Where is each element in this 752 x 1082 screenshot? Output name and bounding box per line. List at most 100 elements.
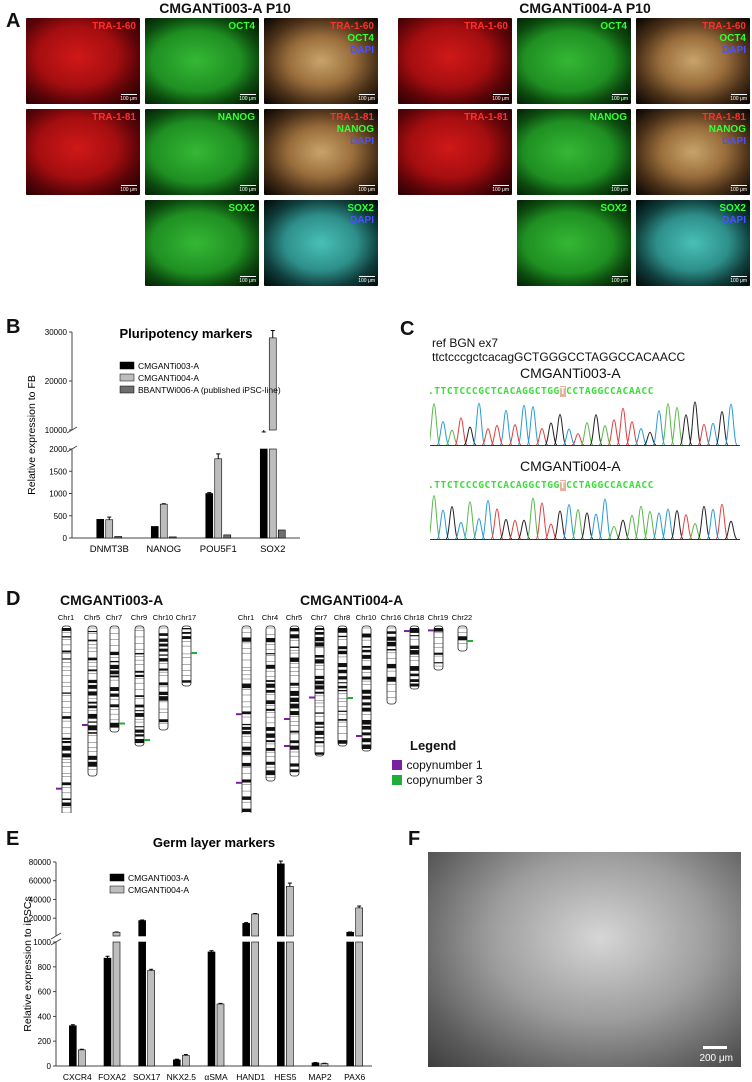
trace-peak	[445, 506, 459, 540]
chromosome-band	[88, 721, 97, 723]
chromosome-band	[434, 628, 443, 632]
chromosome-band	[159, 648, 168, 652]
scalebar: 100 μm	[730, 278, 747, 284]
trace-peak	[463, 501, 477, 540]
legend-swatch	[119, 385, 135, 394]
trace-peak	[490, 424, 504, 446]
micrograph-tile: TRA-1-81 NANOG DAPI 100 μm	[636, 109, 750, 195]
legend-label: CMGANTi003-A	[128, 873, 189, 883]
chromosome-band	[290, 634, 299, 639]
bar	[150, 526, 159, 539]
bar	[168, 536, 177, 539]
chromosome	[87, 625, 98, 777]
sample2-label: CMGANTi004-A	[520, 458, 621, 474]
trace-peak	[661, 508, 675, 540]
bar	[216, 1003, 225, 1067]
chromatogram-1	[430, 401, 740, 446]
chromosome	[337, 625, 348, 747]
chromosome-label: Chr10	[356, 613, 376, 622]
chromosome-band	[290, 745, 299, 750]
trace-peak	[607, 419, 621, 446]
trace-peak	[688, 523, 702, 540]
chromosome-band	[266, 653, 275, 655]
chromosome-band	[315, 659, 324, 664]
chromosome	[109, 625, 120, 733]
trace-peak	[472, 402, 486, 446]
y-tick-label: 0	[47, 1062, 52, 1071]
sequence-suffix: CCTAGGCCACAACC	[566, 480, 654, 491]
trace-peak	[724, 520, 738, 540]
trace-peak	[508, 519, 522, 540]
micrograph-tile: TRA-1-60 100 μm	[26, 18, 140, 104]
panel-f-label: F	[408, 828, 421, 850]
chromosome-band	[135, 739, 144, 744]
trace-peak	[571, 509, 585, 540]
y-tick-label: 80000	[29, 858, 52, 867]
chromosome-band	[290, 646, 299, 648]
trace-peak	[535, 428, 549, 446]
chromosome-band	[290, 730, 299, 733]
chromosome-band	[362, 738, 371, 743]
micrograph-tile: TRA-1-81 100 μm	[398, 109, 512, 195]
chromosome-outline	[181, 625, 192, 687]
micrograph-tile: SOX2 100 μm	[517, 200, 631, 286]
category-label: NKX2.5	[167, 1072, 197, 1082]
trace-peak	[643, 431, 657, 446]
chromosome	[181, 625, 192, 687]
chromosome-band	[88, 761, 97, 767]
scalebar: 100 μm	[358, 187, 375, 193]
category-label: PAX6	[344, 1072, 365, 1082]
legend-item-cn3: copynumber 3	[392, 771, 483, 789]
trace-peak	[697, 424, 711, 446]
stain-label: DAPI	[722, 215, 746, 226]
chromosome-band	[242, 808, 251, 813]
chromatogram-2	[430, 495, 740, 540]
chromosome-band	[159, 682, 168, 686]
chromosome-band	[62, 650, 71, 653]
panel-e-label: E	[6, 828, 20, 850]
chromosome-band	[315, 655, 324, 658]
micrograph-tile: SOX2 DAPI 100 μm	[636, 200, 750, 286]
chromosome-band	[62, 798, 71, 801]
trace-peak	[652, 410, 666, 446]
chromosome-label: Chr22	[452, 613, 472, 622]
chromosome-band	[242, 726, 251, 730]
stain-label: SOX2	[228, 203, 255, 214]
scalebar: 100 μm	[120, 96, 137, 102]
scalebar: 100 μm	[611, 187, 628, 193]
chromosome-band	[338, 685, 347, 689]
chromosome-label: Chr18	[404, 613, 424, 622]
stain-label: TRA-1-60	[464, 21, 508, 32]
chromosome-band	[290, 697, 299, 703]
chromosome-band	[135, 652, 144, 655]
trace-peak	[499, 409, 513, 446]
panel-a-right-title: CMGANTi004-A P10	[519, 0, 651, 16]
category-label: POU5F1	[200, 544, 237, 555]
micrograph-tile: OCT4 100 μm	[517, 18, 631, 104]
chromosome-band	[110, 675, 119, 678]
chromosome-label: Chr16	[381, 613, 401, 622]
chromosome-band	[62, 753, 71, 758]
chromosome-band	[315, 721, 324, 725]
chromosome-band	[458, 636, 467, 641]
trace-peak	[517, 519, 531, 540]
chromosome-band	[387, 636, 396, 641]
chromosome-band	[88, 639, 97, 642]
chromosome-band	[135, 726, 144, 728]
stain-label: SOX2	[600, 203, 627, 214]
micrograph-tile: TRA-1-81 NANOG DAPI 100 μm	[264, 109, 378, 195]
bar-upper	[138, 920, 146, 937]
chromosome-band	[135, 729, 144, 733]
y-tick-label: 600	[38, 988, 52, 997]
chromosome-band	[362, 732, 371, 736]
bar	[159, 503, 168, 539]
category-label: HAND1	[236, 1072, 265, 1082]
chromosome-label: Chr19	[428, 613, 448, 622]
chromosome	[433, 625, 444, 671]
y-tick-label: 400	[38, 1012, 52, 1021]
chromosome-band	[110, 660, 119, 663]
sequence-snp: T	[559, 480, 567, 491]
trace-peak	[670, 510, 684, 540]
y-tick-label: 10000	[45, 426, 68, 435]
chromosome-band	[62, 741, 71, 744]
